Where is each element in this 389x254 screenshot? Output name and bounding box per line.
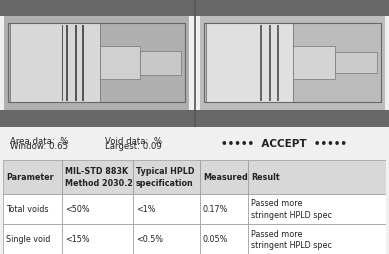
Text: Result: Result	[251, 172, 279, 181]
Bar	[63, 224, 133, 254]
Bar	[62, 26, 63, 101]
Text: Typical HPLD
specification: Typical HPLD specification	[136, 167, 194, 187]
Bar	[63, 160, 133, 194]
Text: 0.17%: 0.17%	[203, 204, 228, 213]
Bar	[0, 0, 389, 17]
Bar	[8, 24, 185, 103]
Bar	[133, 194, 200, 224]
Text: <1%: <1%	[136, 204, 156, 213]
Bar	[4, 17, 189, 110]
Bar	[293, 47, 335, 80]
Text: Passed more
stringent HPLD spec: Passed more stringent HPLD spec	[251, 229, 332, 249]
Text: 0.05%: 0.05%	[203, 234, 228, 243]
Bar	[140, 52, 181, 75]
Text: Passed more
stringent HPLD spec: Passed more stringent HPLD spec	[251, 199, 332, 219]
Bar	[248, 224, 386, 254]
Bar	[277, 26, 279, 101]
Text: MIL-STD 883K
Method 2030.2: MIL-STD 883K Method 2030.2	[65, 167, 133, 187]
Bar	[63, 194, 133, 224]
Bar	[133, 224, 200, 254]
Bar	[0, 110, 389, 127]
Bar	[75, 26, 77, 101]
Bar	[204, 24, 381, 103]
Bar	[66, 26, 68, 101]
Bar	[206, 24, 293, 103]
Text: Void data:  %: Void data: %	[105, 136, 162, 145]
Bar	[200, 224, 248, 254]
Bar	[200, 194, 248, 224]
Bar	[3, 224, 63, 254]
Bar	[260, 26, 262, 101]
Bar	[133, 160, 200, 194]
Bar	[248, 194, 386, 224]
Bar	[100, 47, 140, 80]
Text: Area data:  %: Area data: %	[10, 136, 68, 145]
Text: Window: 0.65: Window: 0.65	[10, 142, 68, 151]
Bar	[200, 160, 248, 194]
Bar	[3, 160, 63, 194]
Text: Largest: 0.09: Largest: 0.09	[105, 142, 162, 151]
Text: •••••  ACCEPT  •••••: ••••• ACCEPT •••••	[221, 138, 347, 149]
Text: <0.5%: <0.5%	[136, 234, 163, 243]
Text: <15%: <15%	[65, 234, 90, 243]
Text: <50%: <50%	[65, 204, 90, 213]
Bar	[248, 160, 386, 194]
Bar	[335, 53, 377, 74]
Bar	[10, 24, 100, 103]
Text: Measured: Measured	[203, 172, 248, 181]
Text: Total voids: Total voids	[6, 204, 48, 213]
Bar	[269, 26, 271, 101]
Bar	[200, 17, 385, 110]
Text: Single void: Single void	[6, 234, 50, 243]
Text: Parameter: Parameter	[6, 172, 53, 181]
Bar	[3, 194, 63, 224]
Bar	[82, 26, 84, 101]
